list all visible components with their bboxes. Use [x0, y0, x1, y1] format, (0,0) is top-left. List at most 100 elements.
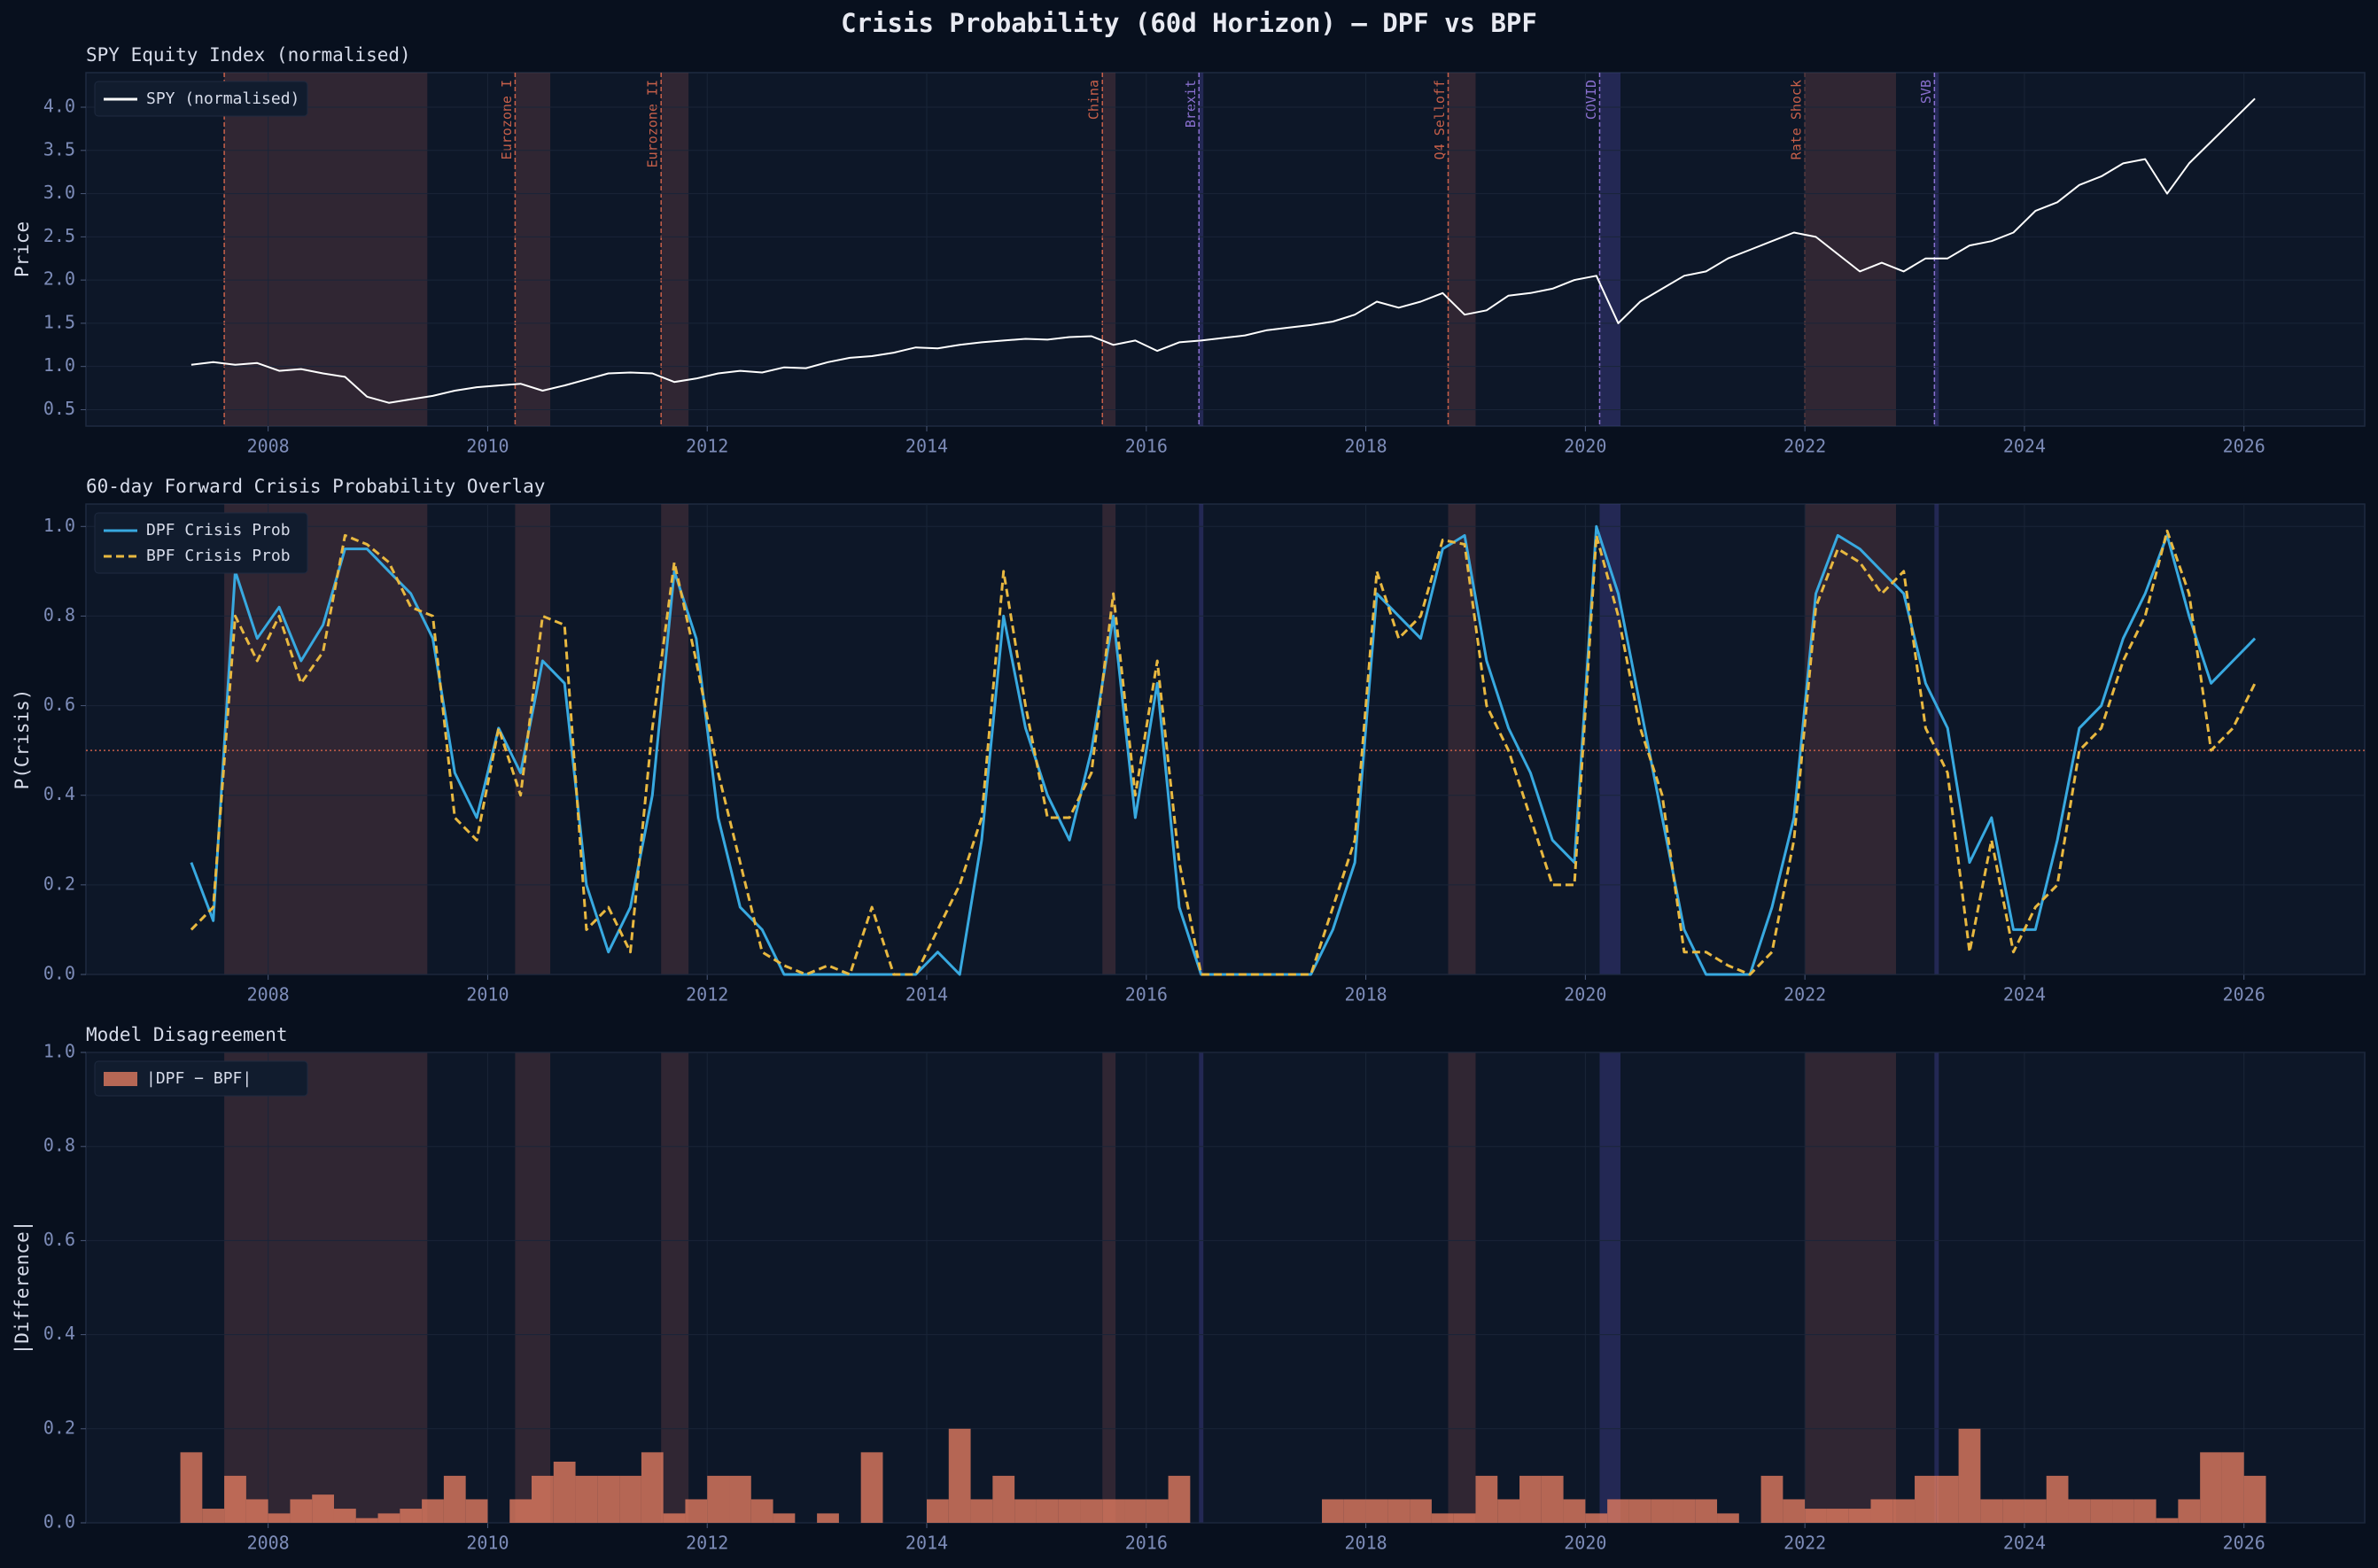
bar — [927, 1499, 949, 1523]
bar — [268, 1513, 291, 1523]
bar — [245, 1499, 268, 1523]
crisis-band — [1934, 73, 1939, 426]
crisis-band — [1199, 504, 1204, 974]
crisis-band — [661, 73, 689, 426]
bar — [1387, 1499, 1410, 1523]
panel: 60-day Forward Crisis Probability Overla… — [12, 476, 2366, 1005]
series-line — [190, 97, 2256, 404]
legend-label: |DPF − BPF| — [146, 1069, 252, 1088]
panel-title: SPY Equity Index (normalised) — [86, 44, 411, 66]
x-tick-label: 2012 — [686, 984, 728, 1005]
legend-label: BPF Crisis Prob — [146, 547, 291, 565]
bar — [1014, 1499, 1037, 1523]
x-tick-label: 2024 — [2003, 984, 2046, 1005]
bar — [1453, 1513, 1476, 1523]
crisis-label: China — [1086, 80, 1102, 120]
crisis-band — [1102, 504, 1116, 974]
bar — [1915, 1475, 1937, 1523]
panel-title: Model Disagreement — [86, 1024, 288, 1045]
y-tick-label: 0.6 — [43, 694, 75, 715]
y-tick-label: 2.5 — [43, 225, 75, 246]
bar — [773, 1513, 796, 1523]
bar — [2221, 1452, 2244, 1523]
bar — [1410, 1499, 1432, 1523]
legend-swatch — [104, 1072, 137, 1086]
bar — [312, 1494, 334, 1523]
crisis-band — [224, 73, 428, 426]
x-tick-label: 2008 — [247, 984, 290, 1005]
bar — [355, 1518, 378, 1523]
crisis-label: SVB — [1918, 80, 1934, 104]
y-tick-label: 1.5 — [43, 311, 75, 332]
y-tick-label: 0.4 — [43, 783, 75, 804]
x-tick-label: 2022 — [1784, 1533, 1826, 1554]
bar — [1783, 1499, 1806, 1523]
bar — [1036, 1499, 1059, 1523]
y-axis-label: P(Crisis) — [12, 689, 33, 790]
x-tick-label: 2022 — [1784, 436, 1826, 457]
bar — [1080, 1499, 1103, 1523]
crisis-label: Brexit — [1183, 80, 1199, 128]
crisis-band — [1934, 1052, 1939, 1523]
y-axis-label: |Difference| — [12, 1221, 34, 1355]
bar — [333, 1509, 356, 1523]
bar — [2024, 1499, 2047, 1523]
bar — [619, 1475, 641, 1523]
crisis-label: Rate Shock — [1789, 80, 1805, 159]
bar — [1695, 1499, 1718, 1523]
crisis-label: COVID — [1583, 80, 1599, 120]
bar — [948, 1428, 971, 1523]
bar — [1980, 1499, 2003, 1523]
x-tick-label: 2018 — [1344, 436, 1387, 457]
bar — [532, 1475, 554, 1523]
series-line — [190, 524, 2257, 976]
y-tick-label: 2.0 — [43, 268, 75, 290]
x-tick-label: 2026 — [2223, 436, 2265, 457]
bar — [202, 1509, 225, 1523]
bar — [1870, 1499, 1893, 1523]
bar — [180, 1452, 203, 1523]
bar — [1805, 1509, 1827, 1523]
bar — [641, 1452, 664, 1523]
crisis-band — [1599, 504, 1621, 974]
crisis-label: Eurozone I — [499, 80, 515, 159]
bar — [1628, 1499, 1651, 1523]
crisis-band — [661, 504, 689, 974]
y-tick-label: 4.0 — [43, 96, 75, 117]
x-tick-label: 2020 — [1564, 436, 1606, 457]
bar — [1585, 1513, 1608, 1523]
x-tick-label: 2020 — [1564, 1533, 1606, 1554]
bar — [2112, 1499, 2134, 1523]
x-tick-label: 2008 — [247, 1533, 290, 1554]
x-tick-label: 2014 — [905, 984, 948, 1005]
bar — [707, 1475, 730, 1523]
bar — [860, 1452, 883, 1523]
y-tick-label: 1.0 — [43, 515, 75, 536]
bar — [1826, 1509, 1849, 1523]
crisis-band — [515, 73, 551, 426]
x-tick-label: 2022 — [1784, 984, 1826, 1005]
crisis-band — [224, 1052, 428, 1523]
bar — [224, 1475, 246, 1523]
legend-box — [94, 1060, 308, 1097]
bar — [1475, 1475, 1498, 1523]
plot-area — [85, 503, 2366, 975]
x-tick-label: 2014 — [905, 436, 948, 457]
bar — [1168, 1475, 1191, 1523]
y-tick-label: 0.8 — [43, 1135, 75, 1156]
x-tick-label: 2018 — [1344, 1533, 1387, 1554]
panel-title: 60-day Forward Crisis Probability Overla… — [86, 476, 545, 497]
bar — [729, 1475, 751, 1523]
bar — [970, 1499, 993, 1523]
bar — [509, 1499, 532, 1523]
crisis-band — [1102, 73, 1116, 426]
x-tick-label: 2010 — [466, 1533, 509, 1554]
bar — [1936, 1475, 1959, 1523]
legend-box — [94, 512, 308, 574]
bar — [443, 1475, 466, 1523]
bar — [750, 1499, 773, 1523]
x-tick-label: 2010 — [466, 984, 509, 1005]
legend-label: SPY (normalised) — [146, 89, 299, 108]
crisis-band — [515, 504, 551, 974]
crisis-band — [1448, 1052, 1476, 1523]
